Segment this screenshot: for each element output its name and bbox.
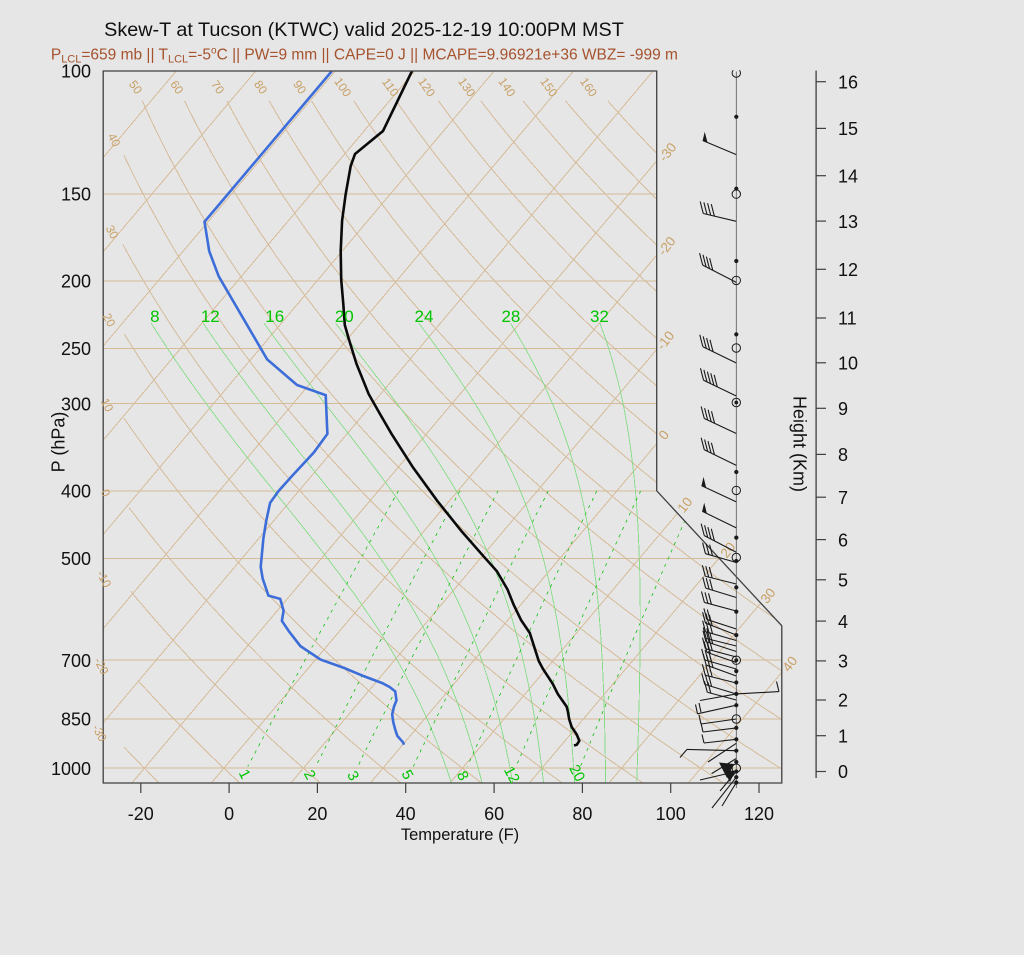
svg-text:2: 2 [838,691,848,711]
svg-text:100: 100 [61,62,91,82]
svg-text:PLCL=659 mb || TLCL=-5oC || PW: PLCL=659 mb || TLCL=-5oC || PW=9 mm || C… [51,46,678,66]
svg-text:3: 3 [838,652,848,672]
svg-text:250: 250 [61,339,91,359]
svg-text:10: 10 [838,354,858,374]
svg-text:120: 120 [744,804,774,824]
svg-text:700: 700 [61,651,91,671]
svg-text:20: 20 [335,307,354,326]
svg-text:28: 28 [501,307,520,326]
svg-text:1000: 1000 [51,759,91,779]
svg-text:850: 850 [61,710,91,730]
svg-text:-20: -20 [128,804,154,824]
svg-text:40: 40 [396,804,416,824]
svg-text:12: 12 [838,260,858,280]
svg-text:13: 13 [838,212,858,232]
svg-text:20: 20 [100,311,119,330]
svg-text:0: 0 [224,804,234,824]
svg-text:20: 20 [565,762,588,785]
svg-text:1: 1 [838,726,848,746]
svg-text:12: 12 [500,764,523,787]
svg-text:9: 9 [838,399,848,419]
svg-text:500: 500 [61,549,91,569]
svg-text:60: 60 [484,804,504,824]
svg-text:0: 0 [838,762,848,782]
svg-text:11: 11 [838,309,857,329]
svg-text:Temperature (F): Temperature (F) [401,826,519,844]
svg-text:400: 400 [61,482,91,502]
svg-text:6: 6 [838,530,848,550]
svg-text:30: 30 [103,223,122,242]
svg-text:P (hPa): P (hPa) [49,412,69,473]
svg-text:20: 20 [307,804,327,824]
svg-text:40: 40 [779,653,800,674]
svg-text:Height (Km): Height (Km) [790,396,810,492]
svg-text:7: 7 [838,488,848,508]
svg-text:30: 30 [758,585,779,606]
svg-text:14: 14 [838,166,858,186]
svg-text:16: 16 [265,307,284,326]
svg-text:15: 15 [838,119,858,139]
svg-text:24: 24 [415,307,434,326]
svg-text:80: 80 [572,804,592,824]
svg-text:8: 8 [150,307,159,326]
svg-text:200: 200 [61,272,91,292]
svg-text:150: 150 [61,185,91,205]
svg-text:8: 8 [838,445,848,465]
svg-text:10: 10 [674,494,695,515]
svg-text:Skew-T at Tucson (KTWC) valid: Skew-T at Tucson (KTWC) valid 2025-12-19… [104,19,624,41]
svg-text:10: 10 [98,396,117,415]
svg-text:32: 32 [590,307,609,326]
svg-text:40: 40 [105,131,124,150]
svg-text:4: 4 [838,612,848,632]
svg-text:300: 300 [61,394,91,414]
svg-text:16: 16 [838,72,858,92]
svg-text:12: 12 [201,307,220,326]
svg-text:100: 100 [656,804,686,824]
svg-text:5: 5 [838,571,848,591]
